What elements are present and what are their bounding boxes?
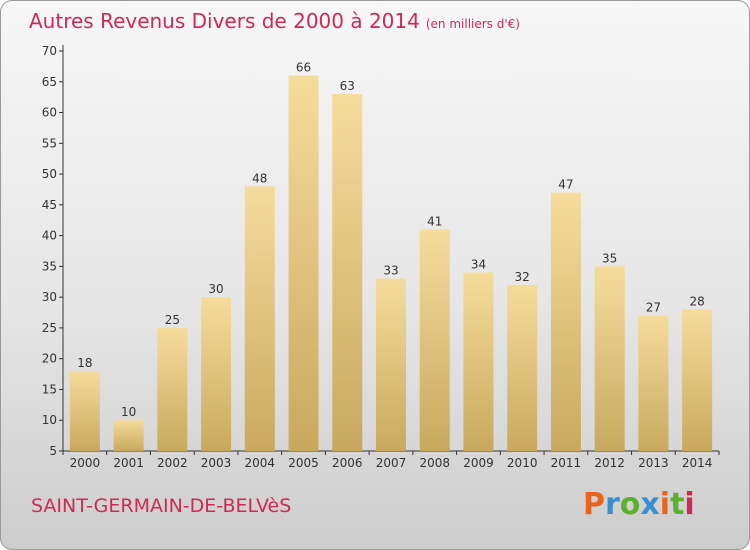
bar-2011 — [550, 192, 581, 452]
data-label-2005: 66 — [296, 61, 311, 75]
x-tick-label-2001: 2001 — [113, 456, 144, 470]
data-label-2003: 30 — [208, 282, 223, 296]
data-label-2008: 41 — [427, 214, 442, 228]
logo-letter: i — [684, 487, 695, 522]
x-tick-label-2010: 2010 — [507, 456, 538, 470]
x-tick-label-2007: 2007 — [376, 456, 407, 470]
y-tick-label: 50 — [42, 167, 57, 181]
x-tick-label-2012: 2012 — [594, 456, 625, 470]
x-tick-label-2003: 2003 — [201, 456, 232, 470]
bar-2005 — [288, 75, 319, 451]
commune-name: SAINT-GERMAIN-DE-BELVèS — [31, 495, 292, 517]
chart-title: Autres Revenus Divers de 2000 à 2014 (en … — [29, 9, 520, 33]
logo-letter: t — [670, 487, 685, 522]
proxiti-logo: Proxiti — [583, 487, 695, 522]
axis-layer: 5 10 15 20 25 30 35 40 45 50 55 60 65 70 — [42, 44, 720, 458]
y-tick-label: 20 — [42, 352, 57, 366]
logo-letter: o — [619, 487, 641, 522]
data-label-2002: 25 — [165, 313, 180, 327]
data-label-2012: 35 — [602, 251, 617, 265]
bar-2014 — [682, 309, 713, 451]
data-label-2013: 27 — [646, 301, 661, 315]
y-tick-label: 15 — [42, 382, 57, 396]
logo-letter: x — [640, 487, 660, 522]
bar-2007 — [376, 278, 406, 451]
x-tick-label-2011: 2011 — [551, 456, 582, 470]
data-label-2004: 48 — [252, 171, 267, 185]
y-tick-label: 70 — [42, 44, 57, 58]
data-label-2007: 33 — [383, 264, 398, 278]
data-label-2011: 47 — [558, 178, 573, 192]
y-tick-label: 40 — [42, 229, 57, 243]
data-label-2001: 10 — [121, 405, 136, 419]
x-tick-label-2006: 2006 — [332, 456, 363, 470]
bar-2001 — [113, 420, 144, 451]
x-tick-label-2000: 2000 — [70, 456, 101, 470]
y-tick-label: 25 — [42, 321, 57, 335]
logo-letter: i — [659, 487, 671, 522]
y-tick-label: 65 — [42, 75, 57, 89]
labels-layer: 18 2000 10 2001 25 2002 30 2003 48 2004 66 2005 63 20… — [70, 61, 713, 470]
y-tick-label: 30 — [42, 290, 57, 304]
y-tick-label: 55 — [42, 136, 57, 150]
logo-letter: r — [605, 487, 620, 522]
y-tick-label: 45 — [42, 198, 57, 212]
logo-letter: P — [583, 487, 605, 522]
x-tick-label-2013: 2013 — [638, 456, 669, 470]
chart-title-text: Autres Revenus Divers de 2000 à 2014 — [29, 9, 420, 33]
y-tick-label: 10 — [42, 413, 57, 427]
chart-unit: (en milliers d'€) — [425, 17, 520, 31]
y-tick-label: 35 — [42, 259, 57, 273]
bar-2004 — [244, 186, 275, 451]
bar-2006 — [332, 94, 363, 452]
data-label-2000: 18 — [77, 356, 92, 370]
x-tick-label-2014: 2014 — [682, 456, 713, 470]
bar-2013 — [638, 315, 669, 451]
data-label-2006: 63 — [340, 79, 355, 93]
y-tick-label: 60 — [42, 106, 57, 120]
bar-2000 — [69, 371, 100, 451]
x-tick-label-2009: 2009 — [463, 456, 494, 470]
bar-2008 — [419, 229, 450, 451]
data-label-2009: 34 — [471, 258, 486, 272]
x-tick-label-2002: 2002 — [157, 456, 188, 470]
x-tick-label-2004: 2004 — [245, 456, 276, 470]
bars-layer — [69, 75, 713, 452]
bar-2003 — [201, 297, 232, 451]
x-tick-label-2008: 2008 — [419, 456, 450, 470]
bar-2012 — [594, 266, 625, 451]
data-label-2010: 32 — [515, 270, 530, 284]
data-label-2014: 28 — [689, 294, 704, 308]
y-tick-label: 5 — [49, 444, 57, 458]
x-tick-label-2005: 2005 — [288, 456, 319, 470]
bar-2009 — [463, 272, 494, 451]
bar-2010 — [507, 284, 538, 451]
bar-2002 — [157, 327, 188, 451]
